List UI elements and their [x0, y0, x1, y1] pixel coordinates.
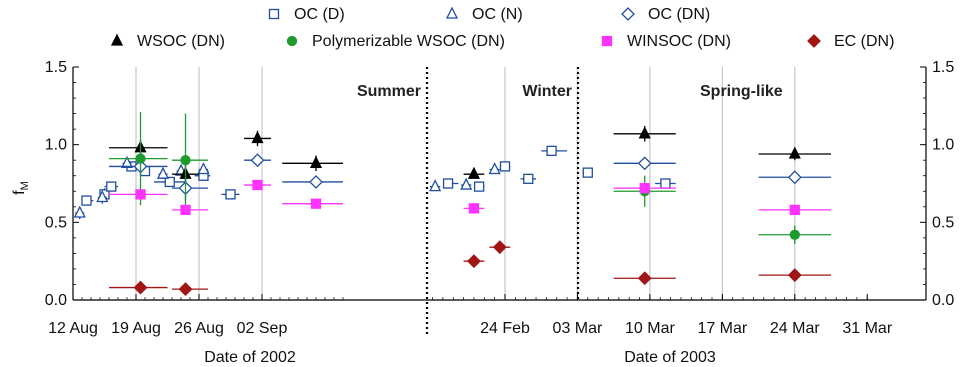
oc-d-point-2: [106, 181, 117, 192]
y-tick-label-left-0: 0.0: [45, 292, 67, 309]
legend-label-polymerizable-wsoc-dn: Polymerizable WSOC (DN): [312, 33, 505, 50]
wsoc-dn-point-3: [309, 155, 323, 168]
oc-n-point-6: [429, 179, 442, 192]
x-tick-label-2003-1: 03 Mar: [553, 320, 603, 337]
polymerizable-wsoc-dn-point-0: [135, 153, 146, 164]
oc-dn-point-3: [309, 175, 323, 189]
winsoc-dn-point-1: [180, 204, 191, 216]
wsoc-dn-point-6: [788, 146, 801, 159]
oc-n-point-3: [156, 166, 170, 179]
y-tick-label-right-3: 1.5: [932, 59, 954, 76]
oc-n-point-5: [197, 162, 210, 175]
y-axis-label-subscript: M: [19, 181, 31, 190]
oc-d-point-5: [164, 176, 175, 188]
x-tick-label-2003-3: 17 Mar: [697, 320, 747, 337]
legend-marker-oc-n: [445, 6, 459, 19]
x-tick-label-2003-2: 10 Mar: [625, 320, 675, 337]
ec-dn-point-3: [492, 240, 507, 255]
legend-marker-wsoc-dn: [110, 33, 124, 46]
oc-d-point-14: [660, 178, 671, 189]
oc-n-point-7: [460, 177, 473, 190]
period-label-winter: Winter: [522, 83, 572, 100]
x-tick-label-2002-1: 19 Aug: [111, 320, 161, 337]
oc-n-point-8: [488, 162, 501, 175]
x-tick-label-2002-0: 12 Aug: [48, 320, 98, 337]
y-tick-label-left-1: 0.5: [45, 214, 67, 231]
x-axis-label-2003: Date of 2003: [624, 349, 716, 366]
winsoc-dn-point-5: [639, 183, 650, 194]
oc-d-point-11: [523, 173, 534, 184]
oc-d-point-10: [499, 161, 511, 172]
polymerizable-wsoc-dn-point-3: [789, 229, 800, 240]
x-tick-label-2002-3: 02 Sep: [237, 320, 288, 337]
wsoc-dn-point-4: [467, 166, 481, 179]
ec-dn-point-2: [467, 254, 481, 269]
x-axis-label-2002: Date of 2002: [204, 349, 296, 366]
x-tick-label-2003-4: 24 Mar: [770, 320, 820, 337]
oc-d-point-7: [225, 189, 236, 200]
winsoc-dn-point-0: [135, 189, 146, 200]
legend-label-oc-dn: OC (DN): [648, 6, 710, 23]
legend-label-winsoc-dn: WINSOC (DN): [627, 33, 731, 50]
legend-label-oc-d: OC (D): [294, 6, 345, 23]
winsoc-dn-point-3: [310, 198, 322, 209]
ec-dn-point-1: [178, 282, 193, 297]
winsoc-dn-point-2: [252, 179, 263, 191]
oc-n-point-2: [120, 155, 134, 168]
legend-marker-oc-dn: [621, 7, 635, 21]
period-label-summer: Summer: [357, 83, 421, 100]
oc-n-point-0: [73, 205, 86, 218]
legend-marker-ec-dn: [807, 34, 821, 48]
oc-dn-point-2: [250, 153, 265, 168]
y-tick-label-right-0: 0.0: [932, 292, 954, 309]
y-tick-label-right-1: 0.5: [932, 214, 954, 231]
legend-label-ec-dn: EC (DN): [834, 33, 894, 50]
oc-d-point-13: [582, 167, 593, 178]
legend-marker-polymerizable-wsoc-dn: [286, 35, 298, 47]
y-tick-label-right-2: 1.0: [932, 137, 954, 154]
y-axis-label: fM: [11, 181, 31, 195]
winsoc-dn-point-6: [789, 204, 800, 216]
oc-dn-point-5: [787, 170, 802, 185]
oc-dn-point-4: [637, 156, 652, 171]
legend-label-wsoc-dn: WSOC (DN): [137, 33, 225, 50]
winsoc-dn-point-4: [468, 203, 480, 214]
oc-d-point-8: [442, 178, 454, 189]
legend-marker-winsoc-dn: [601, 35, 613, 47]
x-tick-label-2003-0: 24 Feb: [480, 320, 530, 337]
wsoc-dn-point-2: [251, 130, 264, 144]
x-tick-label-2002-2: 26 Aug: [174, 320, 224, 337]
wsoc-dn-point-5: [638, 126, 651, 139]
oc-d-point-9: [473, 181, 485, 192]
legend-label-oc-n: OC (N): [472, 6, 523, 23]
legend-marker-oc-d: [268, 8, 280, 20]
oc-d-point-0: [81, 195, 92, 206]
ec-dn-point-0: [133, 280, 148, 295]
polymerizable-wsoc-dn-point-1: [180, 155, 191, 166]
y-tick-label-left-2: 1.0: [45, 137, 67, 154]
oc-d-point-12: [546, 145, 557, 157]
period-label-spring: Spring-like: [700, 83, 783, 100]
y-tick-label-left-3: 1.5: [45, 59, 67, 76]
x-tick-label-2003-5: 31 Mar: [842, 320, 892, 337]
ec-dn-point-4: [637, 271, 652, 286]
oc-n-point-1: [96, 190, 109, 203]
ec-dn-point-5: [787, 268, 802, 283]
